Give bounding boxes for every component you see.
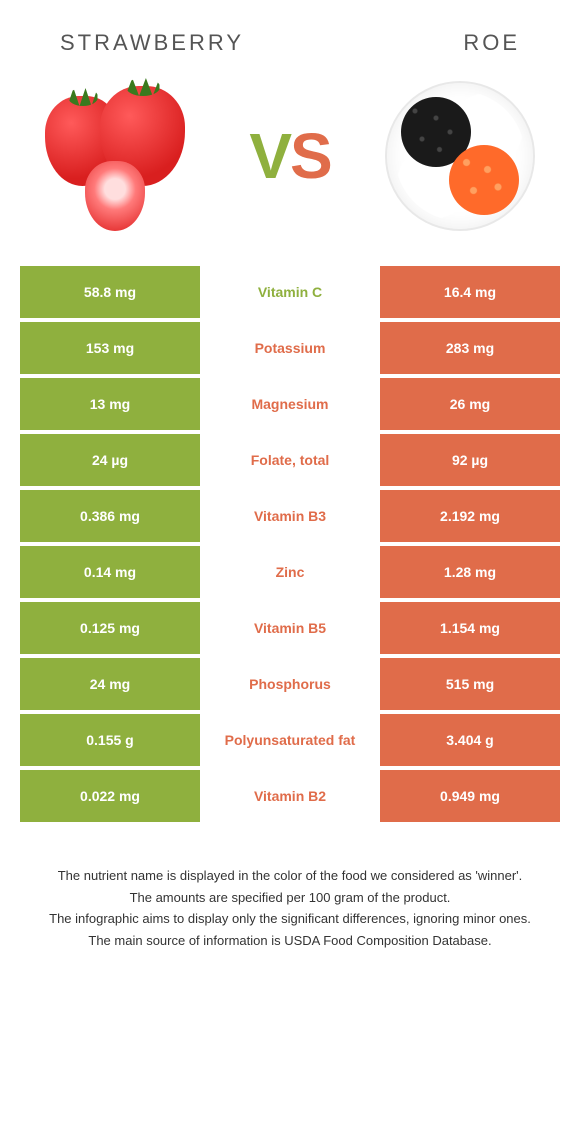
nutrient-name: Vitamin B5: [200, 602, 380, 654]
right-value: 515 mg: [380, 658, 560, 710]
nutrient-name: Potassium: [200, 322, 380, 374]
images-row: VS: [0, 76, 580, 266]
left-value: 24 µg: [20, 434, 200, 486]
nutrient-row: 0.022 mgVitamin B20.949 mg: [20, 770, 560, 822]
nutrient-row: 0.125 mgVitamin B51.154 mg: [20, 602, 560, 654]
left-value: 24 mg: [20, 658, 200, 710]
nutrient-name: Folate, total: [200, 434, 380, 486]
nutrient-name: Vitamin C: [200, 266, 380, 318]
left-food-title: Strawberry: [60, 30, 244, 56]
footer-notes: The nutrient name is displayed in the co…: [0, 826, 580, 950]
left-value: 153 mg: [20, 322, 200, 374]
right-value: 3.404 g: [380, 714, 560, 766]
footer-line: The infographic aims to display only the…: [30, 909, 550, 929]
left-value: 0.386 mg: [20, 490, 200, 542]
vs-s: S: [290, 120, 331, 192]
nutrient-name: Vitamin B3: [200, 490, 380, 542]
nutrient-name: Vitamin B2: [200, 770, 380, 822]
left-value: 0.022 mg: [20, 770, 200, 822]
nutrient-name: Polyunsaturated fat: [200, 714, 380, 766]
right-value: 1.28 mg: [380, 546, 560, 598]
nutrient-row: 0.386 mgVitamin B32.192 mg: [20, 490, 560, 542]
left-value: 0.155 g: [20, 714, 200, 766]
footer-line: The main source of information is USDA F…: [30, 931, 550, 951]
nutrient-row: 13 mgMagnesium26 mg: [20, 378, 560, 430]
footer-line: The amounts are specified per 100 gram o…: [30, 888, 550, 908]
right-value: 16.4 mg: [380, 266, 560, 318]
nutrient-row: 24 mgPhosphorus515 mg: [20, 658, 560, 710]
nutrient-row: 58.8 mgVitamin C16.4 mg: [20, 266, 560, 318]
nutrient-name: Magnesium: [200, 378, 380, 430]
nutrient-row: 0.155 gPolyunsaturated fat3.404 g: [20, 714, 560, 766]
vs-label: VS: [249, 119, 330, 193]
roe-image: [380, 76, 540, 236]
left-value: 13 mg: [20, 378, 200, 430]
left-value: 0.14 mg: [20, 546, 200, 598]
nutrient-name: Phosphorus: [200, 658, 380, 710]
right-food-title: Roe: [463, 30, 520, 56]
nutrient-table: 58.8 mgVitamin C16.4 mg153 mgPotassium28…: [0, 266, 580, 822]
nutrient-row: 24 µgFolate, total92 µg: [20, 434, 560, 486]
right-value: 2.192 mg: [380, 490, 560, 542]
right-value: 1.154 mg: [380, 602, 560, 654]
left-value: 0.125 mg: [20, 602, 200, 654]
footer-line: The nutrient name is displayed in the co…: [30, 866, 550, 886]
header: Strawberry Roe: [0, 0, 580, 76]
right-value: 283 mg: [380, 322, 560, 374]
right-value: 0.949 mg: [380, 770, 560, 822]
nutrient-name: Zinc: [200, 546, 380, 598]
nutrient-row: 153 mgPotassium283 mg: [20, 322, 560, 374]
nutrient-row: 0.14 mgZinc1.28 mg: [20, 546, 560, 598]
right-value: 92 µg: [380, 434, 560, 486]
left-value: 58.8 mg: [20, 266, 200, 318]
right-value: 26 mg: [380, 378, 560, 430]
vs-v: V: [249, 120, 290, 192]
strawberry-image: [40, 76, 200, 236]
